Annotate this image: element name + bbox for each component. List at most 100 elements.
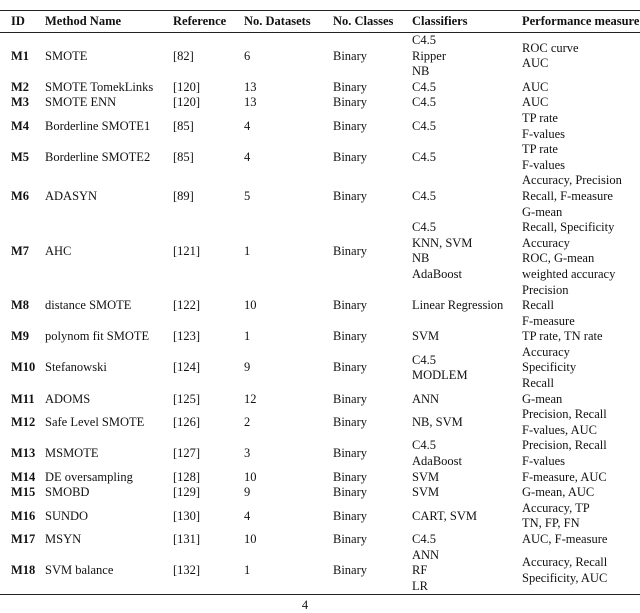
row-id: M5 (11, 149, 30, 164)
table-row: M3 SMOTE ENN [120] 13 Binary C4.5 AUC (0, 95, 640, 111)
cell-line: CART, SVM (412, 508, 478, 523)
cell-line: C4.5 (412, 149, 436, 164)
cell-line: TP rate (522, 142, 558, 157)
cell-line: SVM (412, 485, 440, 500)
table-cell: CART, SVM (412, 501, 522, 532)
cell-line: F-values (522, 454, 566, 469)
cell-line: C4.5 (412, 438, 436, 453)
table-row: M4 Borderline SMOTE1 [85] 4 Binary C4.5 TP rat… (0, 111, 640, 142)
cell-line: Accuracy, Recall (522, 555, 608, 570)
table-cell: MSYN (45, 532, 82, 546)
table-cell: Binary (333, 508, 368, 523)
cell-line: C4.5 (412, 532, 436, 546)
table-cell: [125] (173, 391, 201, 406)
table-cell: C4.5 (412, 95, 522, 111)
table-cell: Precision Recall F-measure (522, 283, 640, 330)
cell-line: TP rate (522, 110, 558, 125)
table-cell: C4.5 Ripper NB (412, 33, 522, 80)
cell-line: Precision (522, 282, 569, 297)
table-cell: Safe Level SMOTE (45, 415, 145, 430)
row-id: M2 (11, 79, 30, 94)
table-row: M11 ADOMS [125] 12 Binary ANN G-mean (0, 392, 640, 408)
cell-line: LR (412, 578, 428, 593)
table-cell: [127] (173, 446, 201, 461)
table-cell: 3 (244, 446, 251, 461)
table-cell: Binary (333, 415, 368, 430)
header-row: ID Method Name Reference No. Datasets No. Cl… (0, 10, 640, 33)
table-cell: Binary (333, 118, 368, 133)
table-cell: [128] (173, 469, 201, 484)
table-cell: [131] (173, 532, 201, 546)
cell-line: C4.5 (412, 33, 436, 47)
cell-line: C4.5 (412, 220, 436, 235)
cell-line: TN, FP, FN (522, 516, 580, 531)
table-cell: SVM balance (45, 563, 114, 578)
table-cell: ROC curve AUC (522, 33, 640, 80)
cell-line: TP rate, TN rate (522, 329, 603, 344)
table-cell: F-measure, AUC (522, 470, 640, 486)
table-row: M17 MSYN [131] 10 Binary C4.5 AUC, F-measure (0, 532, 640, 548)
table-cell: [132] (173, 563, 201, 578)
table-cell: NB, SVM (412, 407, 522, 438)
cell-line: SVM (412, 469, 440, 484)
cell-line: C4.5 (412, 95, 436, 110)
cell-line: Specificity (522, 360, 577, 375)
table-cell: ANN (412, 392, 522, 408)
cell-line: SVM (412, 329, 440, 344)
table-cell: 9 (244, 360, 251, 375)
table-cell: TP rate, TN rate (522, 329, 640, 345)
table-cell: C4.5 MODLEM (412, 345, 522, 392)
cell-line: Ripper (412, 48, 447, 63)
cell-line: Linear Regression (412, 298, 504, 313)
cell-line: AUC, F-measure (522, 532, 608, 546)
table-row: M6 ADASYN [89] 5 Binary C4.5 Accuracy, Precisi… (0, 173, 640, 220)
cell-line: F-values, AUC (522, 422, 597, 437)
table-cell: 9 (244, 485, 251, 500)
table-cell: [129] (173, 485, 201, 500)
table-cell: Stefanowski (45, 360, 107, 375)
table-row: M5 Borderline SMOTE2 [85] 4 Binary C4.5 TP rat… (0, 142, 640, 173)
table-row: M7 AHC [121] 1 Binary C4.5 KNN, SVM NB AdaBoost R… (0, 220, 640, 282)
cell-line: AUC (522, 95, 549, 110)
row-id: M17 (11, 532, 36, 546)
table-cell: [123] (173, 329, 201, 344)
table-cell: [124] (173, 360, 201, 375)
table-row: M18 SVM balance [132] 1 Binary ANN RF LR Accurac… (0, 548, 640, 595)
table-cell: Binary (333, 485, 368, 500)
table-cell: [120] (173, 95, 201, 110)
cell-line: F-measure (522, 313, 575, 328)
cell-line: Recall, Specificity (522, 220, 615, 235)
cell-line: F-measure, AUC (522, 469, 607, 484)
cell-line: AdaBoost (412, 266, 462, 281)
cell-line: Accuracy (522, 344, 570, 359)
table-cell: C4.5 (412, 111, 522, 142)
row-id: M18 (11, 563, 36, 578)
cell-line: RF (412, 563, 428, 578)
header-cell: No. Datasets (244, 13, 311, 28)
table-cell: ANN RF LR (412, 548, 522, 595)
table-cell: Binary (333, 391, 368, 406)
table-cell: C4.5 (412, 532, 522, 548)
header-cell: No. Classes (333, 13, 394, 28)
table-cell: 10 (244, 298, 257, 313)
table-cell: SVM (412, 329, 522, 345)
row-id: M7 (11, 243, 30, 258)
table-cell: 13 (244, 79, 257, 94)
page-number: 4 (301, 598, 309, 612)
cell-line: F-values (522, 157, 566, 172)
header-cell: Reference (173, 13, 227, 28)
table-cell: SMOTE (45, 48, 88, 63)
table-cell: Binary (333, 532, 368, 546)
cell-line: MODLEM (412, 368, 468, 383)
table-cell: Borderline SMOTE2 (45, 149, 151, 164)
table-cell: C4.5 (412, 80, 522, 96)
cell-line: Accuracy, Precision (522, 173, 622, 188)
row-id: M12 (11, 415, 36, 430)
cell-line: Accuracy, TP (522, 500, 590, 515)
table-cell: [122] (173, 298, 201, 313)
table-cell: Accuracy, Precision Recall, F-measure G-me… (522, 173, 640, 220)
table-cell: Accuracy Specificity Recall (522, 345, 640, 392)
table-cell: 13 (244, 95, 257, 110)
row-id: M9 (11, 329, 30, 344)
cell-line: C4.5 (412, 79, 436, 94)
